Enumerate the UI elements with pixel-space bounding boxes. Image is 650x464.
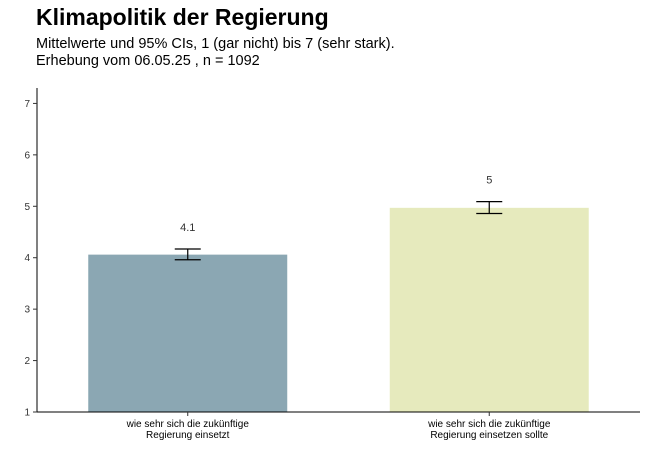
x-tick-label-2-line-1: wie sehr sich die zukünftige: [427, 419, 551, 430]
y-tick-label-5: 5: [24, 202, 30, 213]
x-tick-label-1-line-2: Regierung einsetzt: [146, 430, 230, 441]
chart-subtitle: Mittelwerte und 95% CIs, 1 (gar nicht) b…: [36, 36, 395, 70]
x-tick-label-1-line-1: wie sehr sich die zukünftige: [126, 419, 250, 430]
y-tick-label-4: 4: [24, 253, 30, 264]
bar-2: [389, 207, 589, 412]
subtitle-line-1: Mittelwerte und 95% CIs, 1 (gar nicht) b…: [36, 36, 395, 52]
subtitle-line-2: Erhebung vom 06.05.25 , n = 1092: [36, 53, 260, 69]
bar-1: [88, 254, 288, 412]
y-tick-label-2: 2: [24, 356, 30, 367]
chart-title: Klimapolitik der Regierung: [36, 4, 329, 30]
y-tick-label-6: 6: [24, 150, 30, 161]
data-label-1: 4.1: [180, 222, 195, 234]
data-label-2: 5: [486, 175, 492, 187]
y-tick-label-7: 7: [24, 99, 30, 110]
y-tick-label-1: 1: [24, 408, 30, 419]
y-tick-label-3: 3: [24, 305, 30, 316]
x-tick-label-2-line-2: Regierung einsetzen sollte: [430, 430, 548, 441]
